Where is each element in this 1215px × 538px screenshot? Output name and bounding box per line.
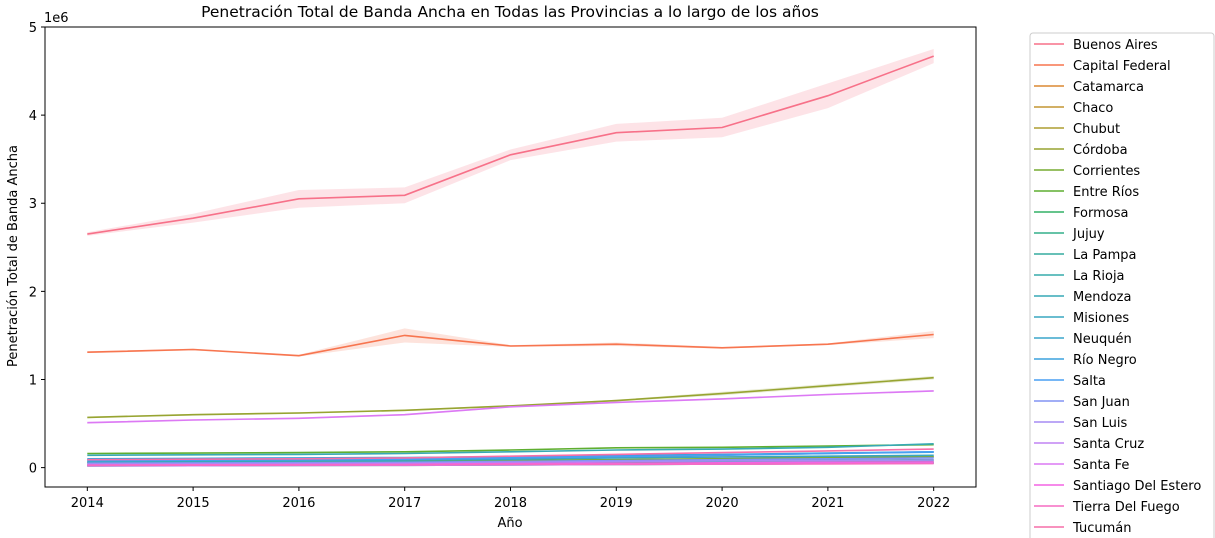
legend-label: Tucumán [1072,521,1131,536]
legend-item-formosa: Formosa [1034,206,1128,221]
series-line-misiones [87,454,934,463]
legend-label: Formosa [1073,206,1128,221]
series-line-buenos-aires [87,55,934,235]
legend-label: Neuquén [1073,332,1132,347]
legend-label: Santiago Del Estero [1073,479,1201,494]
legend-label: San Juan [1073,395,1130,410]
legend-item-tierra-del-fuego: Tierra Del Fuego [1034,500,1180,515]
legend-item-capital-federal: Capital Federal [1034,59,1171,74]
legend-item-catamarca: Catamarca [1034,80,1144,95]
band-capital-federal [87,328,934,357]
legend-item-la-rioja: La Rioja [1034,269,1125,284]
series-line-san-juan [87,457,934,465]
x-tick-label: 2022 [917,496,950,511]
legend-item-chaco: Chaco [1034,101,1113,116]
legend-item-neuquen: Neuquén [1034,332,1132,347]
x-axis-ticks: 2014 2015 2016 2017 2018 2019 2020 2021 2022 [71,487,950,511]
legend: Buenos Aires Capital Federal Catamarca Chac… [1029,32,1215,538]
legend-item-chubut: Chubut [1034,122,1120,137]
legend-label: San Luis [1073,416,1127,431]
band-buenos-aires [87,49,934,236]
legend-label: Capital Federal [1073,59,1171,74]
legend-label: Chubut [1073,122,1120,137]
y-multiplier-label: 1e6 [44,11,69,26]
legend-label: Mendoza [1073,290,1131,305]
legend-label: Buenos Aires [1073,38,1158,53]
legend-item-corrientes: Corrientes [1034,164,1140,179]
legend-item-misiones: Misiones [1034,311,1129,326]
legend-label: Misiones [1073,311,1129,326]
legend-label: Entre Ríos [1073,185,1139,200]
legend-item-rio-negro: Río Negro [1034,353,1137,368]
series-line-mendoza [87,443,934,457]
legend-label: Río Negro [1073,353,1137,368]
legend-label: Córdoba [1073,143,1128,158]
chart-title: Penetración Total de Banda Ancha en Toda… [201,3,819,21]
y-tick-label: 4 [29,109,37,124]
legend-item-cordoba: Córdoba [1034,143,1128,158]
legend-item-buenos-aires: Buenos Aires [1034,38,1158,53]
y-tick-label: 0 [29,462,37,477]
y-tick-label: 1 [29,373,37,388]
series-line-salta [87,451,934,462]
series-line-san-luis [87,459,934,465]
legend-item-san-juan: San Juan [1034,395,1130,410]
x-tick-label: 2020 [706,496,739,511]
legend-item-santa-cruz: Santa Cruz [1034,437,1144,452]
legend-label: La Rioja [1073,269,1125,284]
x-tick-label: 2016 [282,496,315,511]
legend-item-entre-rios: Entre Ríos [1034,185,1139,200]
legend-label: Santa Cruz [1073,437,1144,452]
legend-item-jujuy: Jujuy [1034,227,1105,242]
series-line-cordoba [87,376,934,419]
legend-item-santa-fe: Santa Fe [1034,458,1129,473]
series-line-capital-federal [87,333,934,357]
legend-label: Catamarca [1073,80,1144,95]
legend-label: Chaco [1073,101,1113,116]
y-axis-ticks: 0 1 2 3 4 5 [29,21,45,477]
legend-item-san-luis: San Luis [1034,416,1127,431]
x-axis-label: Año [497,516,522,531]
legend-item-tucuman: Tucumán [1034,521,1131,536]
series-line-santa-fe [87,390,934,424]
series-line-tucuman [87,448,934,461]
legend-item-salta: Salta [1034,374,1106,389]
x-tick-label: 2018 [494,496,527,511]
legend-label: Jujuy [1072,227,1105,242]
legend-label: Corrientes [1073,164,1140,179]
legend-frame [1029,32,1215,538]
x-tick-label: 2015 [177,496,210,511]
legend-label: Salta [1073,374,1106,389]
y-axis-label: Penetración Total de Banda Ancha [6,145,21,367]
y-tick-label: 5 [29,21,37,36]
legend-label: Tierra Del Fuego [1072,500,1180,515]
confidence-bands [87,49,934,424]
legend-item-mendoza: Mendoza [1034,290,1131,305]
y-tick-label: 3 [29,197,37,212]
series-line-tierra-del-fuego [87,462,934,467]
legend-label: Santa Fe [1073,458,1129,473]
x-tick-label: 2014 [71,496,104,511]
x-tick-label: 2021 [811,496,844,511]
x-tick-label: 2017 [388,496,421,511]
legend-label: La Pampa [1073,248,1136,263]
x-tick-label: 2019 [600,496,633,511]
series-line-entre-rios [87,443,934,455]
band-cordoba [87,376,934,419]
legend-item-la-pampa: La Pampa [1034,248,1136,263]
legend-item-santiago-del-estero: Santiago Del Estero [1034,479,1201,494]
series-lines [87,55,934,467]
y-tick-label: 2 [29,285,37,300]
